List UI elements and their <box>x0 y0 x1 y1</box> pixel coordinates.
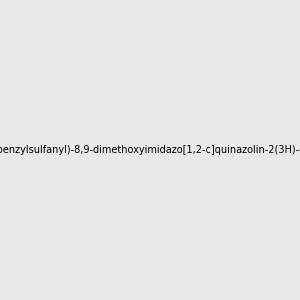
Text: 5-(benzylsulfanyl)-8,9-dimethoxyimidazo[1,2-c]quinazolin-2(3H)-one: 5-(benzylsulfanyl)-8,9-dimethoxyimidazo[… <box>0 145 300 155</box>
